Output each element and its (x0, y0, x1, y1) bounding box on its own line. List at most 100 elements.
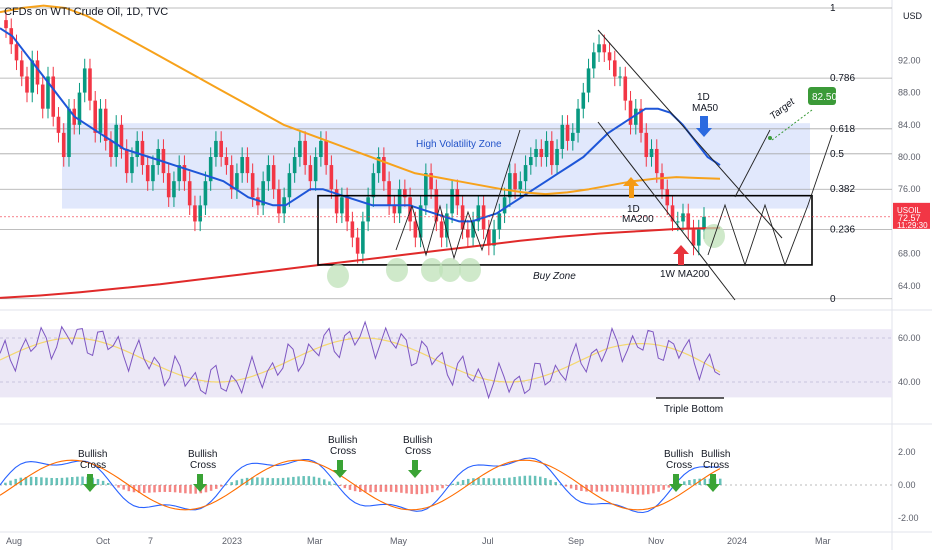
x-tick-label: 2024 (727, 536, 747, 546)
candle-body (125, 149, 129, 173)
target-value: 82.50 (812, 92, 837, 103)
macd-histogram-bar (421, 485, 424, 494)
bullish-cross-label: Bullish (328, 435, 357, 446)
macd-tick-label: 0.00 (898, 480, 916, 490)
x-tick-label: May (390, 536, 408, 546)
candle-body (608, 52, 612, 60)
x-tick-label: Oct (96, 536, 111, 546)
macd-histogram-bar (534, 476, 537, 485)
fib-level-label: 0.236 (830, 224, 855, 235)
candle-body (393, 205, 397, 213)
macd-histogram-bar (524, 476, 527, 485)
macd-histogram-bar (184, 485, 187, 493)
candle-body (293, 157, 297, 173)
candle-body (571, 133, 575, 141)
candle-body (319, 141, 323, 157)
x-tick-label: Nov (648, 536, 665, 546)
candle-body (167, 173, 171, 197)
macd-histogram-bar (302, 476, 305, 485)
candle-body (629, 101, 633, 125)
macd-histogram-bar (416, 485, 419, 494)
candle-body (540, 149, 544, 157)
macd-histogram-bar (179, 485, 182, 493)
macd-histogram-bar (544, 478, 547, 485)
macd-histogram-bar (40, 477, 43, 485)
macd-histogram-bar (477, 478, 480, 485)
candle-body (697, 229, 701, 245)
macd-histogram-bar (652, 485, 655, 493)
macd-histogram-bar (539, 477, 542, 485)
buy-zone-label: Buy Zone (533, 271, 576, 282)
macd-histogram-bar (554, 482, 557, 485)
macd-histogram-bar (266, 478, 269, 485)
candle-body (519, 181, 523, 189)
bullish-cross-arrow (83, 474, 97, 492)
macd-histogram-bar (642, 485, 645, 495)
fib-level-label: 1 (830, 3, 836, 14)
candle-body (356, 238, 360, 254)
macd-histogram-bar (45, 478, 48, 485)
bullish-cross-label: Cross (330, 446, 356, 457)
macd-histogram-bar (493, 478, 496, 485)
macd-histogram-bar (431, 485, 434, 492)
macd-histogram-bar (210, 485, 213, 491)
y-tick-label: 64.00 (898, 281, 921, 291)
candle-body (408, 197, 412, 221)
macd-histogram-bar (374, 485, 377, 492)
macd-histogram-bar (621, 485, 624, 493)
macd-histogram-bar (102, 481, 105, 485)
bullish-cross-label: Bullish (78, 449, 107, 460)
macd-histogram-bar (9, 481, 12, 485)
candle-body (324, 141, 328, 165)
candle-body (450, 189, 454, 213)
macd-histogram-bar (683, 481, 686, 485)
macd-histogram-bar (323, 479, 326, 485)
macd-histogram-bar (66, 477, 69, 485)
macd-histogram-bar (71, 477, 74, 485)
macd-histogram-bar (462, 480, 465, 485)
bullish-cross-label: Cross (666, 460, 692, 471)
macd-histogram-bar (122, 485, 125, 490)
candle-body (686, 213, 690, 229)
candle-body (303, 141, 307, 165)
candle-body (251, 173, 255, 197)
candle-body (550, 141, 554, 165)
candle-body (398, 189, 402, 213)
candle-body (4, 20, 8, 28)
candle-body (204, 181, 208, 205)
candle-body (57, 117, 61, 133)
macd-histogram-bar (518, 476, 521, 485)
macd-histogram-bar (668, 485, 671, 488)
candle-body (225, 157, 229, 165)
macd-histogram-bar (164, 485, 167, 492)
buy-zone-circle (327, 264, 349, 288)
candle-body (498, 213, 502, 229)
macd-histogram-bar (220, 485, 223, 487)
candle-body (156, 149, 160, 165)
macd-histogram-bar (272, 478, 275, 485)
macd-histogram-bar (313, 477, 316, 485)
x-tick-label: 2023 (222, 536, 242, 546)
candle-body (272, 165, 276, 189)
x-tick-label: Aug (6, 536, 22, 546)
candle-body (503, 197, 507, 213)
candle-body (387, 181, 391, 205)
macd-histogram-bar (148, 485, 151, 493)
x-tick-label: Mar (815, 536, 831, 546)
y-tick-label: 88.00 (898, 88, 921, 98)
macd-histogram-bar (30, 477, 33, 485)
macd-histogram-bar (503, 478, 506, 485)
macd-histogram-bar (452, 484, 455, 485)
candle-body (345, 197, 349, 221)
macd-histogram-bar (169, 485, 172, 492)
candle-body (655, 149, 659, 173)
y-tick-label: 92.00 (898, 55, 921, 65)
macd-histogram-bar (318, 478, 321, 485)
macd-histogram-bar (81, 477, 84, 485)
macd-histogram-bar (158, 485, 161, 492)
candle-body (309, 165, 313, 181)
candle-body (644, 133, 648, 157)
macd-histogram-bar (369, 485, 372, 492)
weekly-ma200-arrow (673, 245, 689, 265)
